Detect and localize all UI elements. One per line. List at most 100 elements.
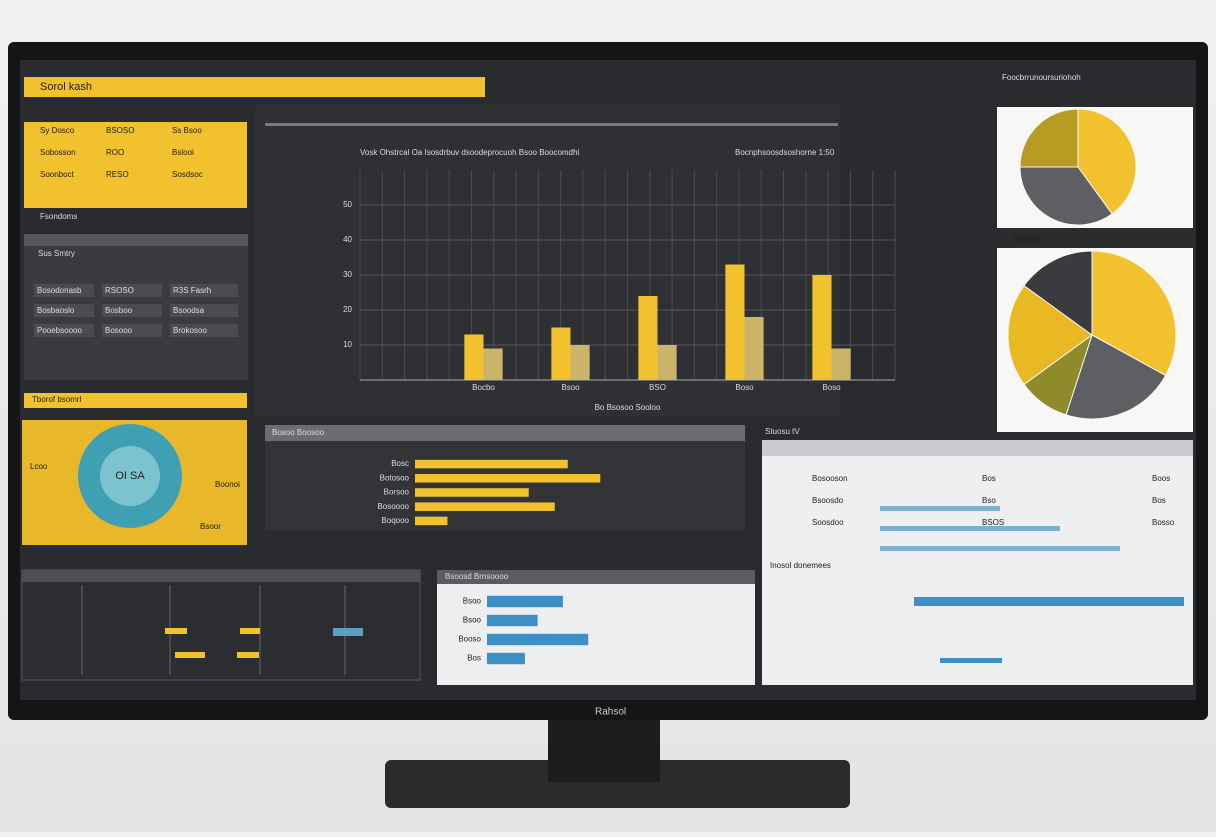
cell-box	[34, 324, 94, 337]
gantt-head	[22, 570, 420, 582]
y-tick-label: 50	[343, 200, 352, 209]
gantt-bar	[237, 652, 259, 658]
table-cell: Bsoosdo	[812, 496, 844, 505]
left-panel-head	[24, 234, 248, 246]
bar	[415, 516, 448, 526]
table-cell: Bso	[982, 496, 996, 505]
chart-title: Bsoosd Brnsoooo	[445, 572, 509, 581]
card-cell: ROO	[106, 148, 124, 157]
brand: Rahsol	[595, 707, 626, 718]
header-bar	[24, 77, 485, 97]
cell-box	[170, 324, 238, 337]
table-cell: Boos	[1152, 474, 1170, 483]
donut-title: Tborof bsomrl	[32, 395, 82, 404]
table-cell: Bos	[1152, 496, 1166, 505]
stand-base	[385, 760, 850, 808]
gantt-bar	[240, 628, 260, 634]
pie-slice	[1077, 108, 1137, 215]
pie-slice	[1091, 250, 1177, 377]
card-cell: Sobosson	[40, 148, 76, 157]
donut-label: Boonoi	[215, 480, 240, 489]
y-tick-label: Bosoooo	[377, 502, 409, 511]
table-bar	[914, 597, 1184, 606]
cell-box	[34, 284, 94, 297]
card-cell: Bslooi	[172, 148, 194, 157]
bar	[415, 502, 555, 511]
donut-head	[24, 393, 247, 408]
bar	[831, 348, 851, 380]
table-bar	[880, 506, 1000, 511]
hbar-head	[265, 425, 745, 441]
bar	[415, 488, 529, 497]
bar	[725, 264, 745, 380]
header-title: Sorol kash	[40, 81, 92, 93]
card-cell: Sy Dosco	[40, 126, 75, 135]
table-bar	[940, 658, 1002, 663]
y-tick-label: Booso	[458, 635, 481, 644]
left-card	[24, 122, 247, 208]
y-tick-label: 10	[343, 340, 352, 349]
card-cell: Soonboct	[40, 170, 75, 179]
bar	[487, 614, 538, 627]
panel-cell: RSOSO	[105, 286, 134, 295]
donut-hole	[100, 446, 160, 506]
bar	[415, 459, 568, 469]
cell-box	[34, 304, 94, 317]
gantt-panel	[21, 569, 421, 681]
table-bar	[880, 546, 1120, 551]
main-panel-rule	[265, 123, 838, 126]
bar	[812, 275, 832, 380]
chart-subtitle: Bocnphsoosdsoshorne 1:50	[735, 148, 835, 157]
pie-slice	[1007, 284, 1093, 386]
panel-cell: Brokosoo	[173, 326, 207, 335]
bar	[570, 345, 590, 380]
bar	[487, 633, 589, 646]
bar	[638, 296, 658, 380]
chart-title: Vosk Ohstrcal Oa Isosdrbuv dsoodeprocuoh…	[360, 148, 579, 157]
bar	[464, 334, 484, 380]
donut-label: Lcoo	[30, 462, 48, 471]
card-cell: Sosdsoc	[172, 170, 203, 179]
left-panel-title: Fsondoms	[40, 212, 77, 221]
table-title: Stuosu tV	[765, 427, 800, 436]
panel-cell: Bsoodsa	[173, 306, 205, 315]
pie-slice	[1023, 250, 1093, 336]
table-head	[762, 440, 1193, 456]
panel-cell: Bosooo	[105, 326, 133, 335]
table-panel	[762, 440, 1193, 685]
cell-box	[170, 284, 238, 297]
table-cell: Bosso	[1152, 518, 1175, 527]
card-cell: BSOSO	[106, 126, 134, 135]
table-cell: Soosdoo	[812, 518, 844, 527]
y-tick-label: Boqooo	[381, 516, 409, 525]
bar	[657, 345, 677, 380]
bar	[487, 595, 563, 608]
cell-box	[170, 304, 238, 317]
y-tick-label: Bosc	[391, 459, 409, 468]
table-cell: Bosooson	[812, 474, 848, 483]
blue-head	[437, 570, 755, 584]
gantt-bar	[165, 628, 187, 634]
y-tick-label: Botosoo	[380, 473, 410, 482]
table-cell: BSOS	[982, 518, 1004, 527]
table-cell: Bos	[982, 474, 996, 483]
panel-cell: Pooebsoooo	[37, 326, 82, 335]
x-tick-label: Bocbo	[472, 383, 495, 392]
panel-cell: R3S Fasrh	[173, 286, 211, 295]
y-tick-label: Borsoo	[384, 488, 410, 497]
chart-title: Bsoosd	[1012, 235, 1039, 244]
table-subtitle: Inosol donemees	[770, 561, 831, 570]
gantt-bar	[175, 652, 205, 658]
table-bar	[880, 526, 1060, 531]
y-tick-label: Bsoo	[463, 616, 482, 625]
x-tick-label: Bsoo	[561, 383, 580, 392]
donut-label: Bsoor	[200, 522, 221, 531]
panel-cell: Bosboo	[105, 306, 133, 315]
stand-neck	[548, 718, 660, 782]
y-tick-label: Bsoo	[463, 597, 482, 606]
gantt-bar	[333, 628, 363, 636]
pie-slice	[1065, 334, 1167, 420]
y-tick-label: Bos	[467, 654, 481, 663]
